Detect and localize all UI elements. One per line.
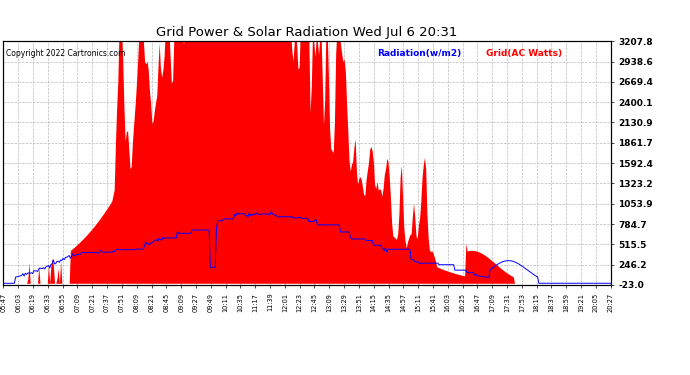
Text: Copyright 2022 Cartronics.com: Copyright 2022 Cartronics.com (6, 49, 126, 58)
Text: Grid(AC Watts): Grid(AC Watts) (486, 49, 562, 58)
Title: Grid Power & Solar Radiation Wed Jul 6 20:31: Grid Power & Solar Radiation Wed Jul 6 2… (157, 26, 457, 39)
Text: Radiation(w/m2): Radiation(w/m2) (377, 49, 461, 58)
